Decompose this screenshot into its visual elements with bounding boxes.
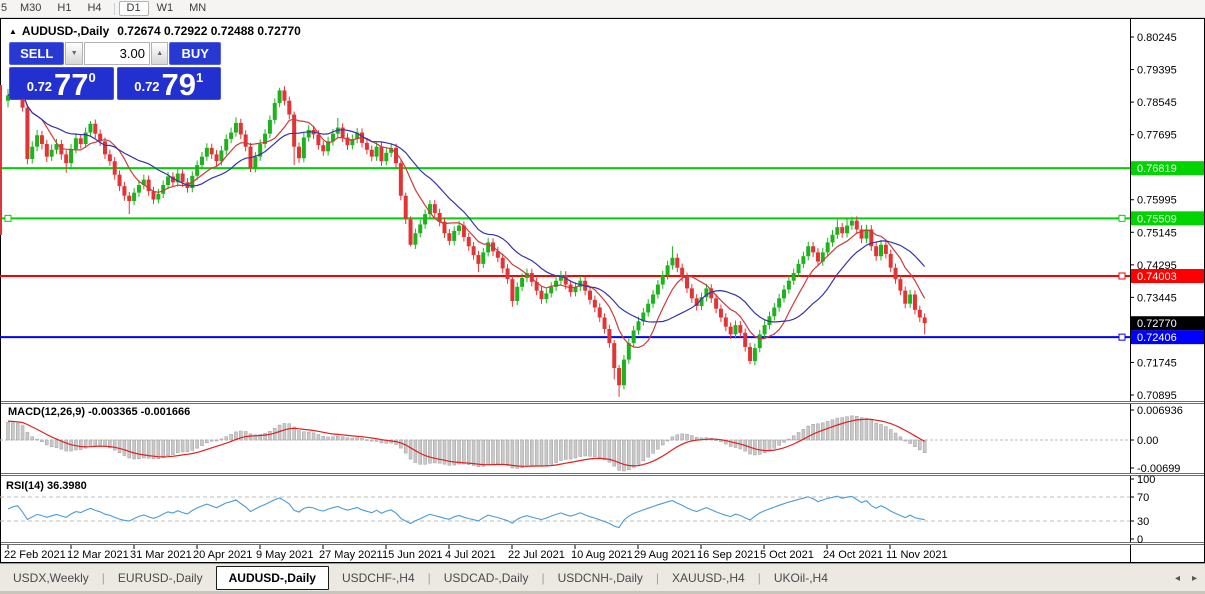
svg-text:30: 30 bbox=[1137, 516, 1149, 528]
svg-text:0.77695: 0.77695 bbox=[1137, 130, 1177, 142]
tab-separator: | bbox=[101, 570, 105, 585]
svg-text:0.75509: 0.75509 bbox=[1137, 213, 1177, 225]
tab-ukoil-h4[interactable]: UKOil-,H4 bbox=[773, 571, 828, 585]
chart-tab-bar: USDX,Weekly | EURUSD-,Daily AUDUSD-,Daily US… bbox=[0, 563, 1205, 592]
svg-text:29 Aug 2021: 29 Aug 2021 bbox=[634, 549, 696, 561]
timeframe-m30[interactable]: M30 bbox=[20, 2, 42, 14]
svg-text:0.72770: 0.72770 bbox=[1137, 318, 1177, 330]
svg-text:11 Nov 2021: 11 Nov 2021 bbox=[886, 549, 948, 561]
buy-price-prefix: 0.72 bbox=[134, 79, 160, 94]
svg-text:0.74003: 0.74003 bbox=[1137, 271, 1177, 283]
sell-price-pip: 0 bbox=[88, 70, 96, 85]
tab-separator: | bbox=[427, 570, 431, 585]
svg-text:4 Jul 2021: 4 Jul 2021 bbox=[445, 549, 496, 561]
ohlc-values: 0.72674 0.72922 0.72488 0.72770 bbox=[117, 24, 301, 38]
volume-decrease-button[interactable]: ▼ bbox=[65, 42, 83, 65]
ma-line bbox=[7, 87, 926, 323]
svg-text:9 May 2021: 9 May 2021 bbox=[256, 549, 313, 561]
sell-price-prefix: 0.72 bbox=[26, 79, 53, 94]
svg-text:0.006936: 0.006936 bbox=[1137, 405, 1183, 417]
svg-text:0.78545: 0.78545 bbox=[1137, 97, 1177, 109]
timeframe-mn[interactable]: MN bbox=[189, 2, 207, 14]
svg-text:0.73445: 0.73445 bbox=[1137, 292, 1177, 304]
svg-text:0.72406: 0.72406 bbox=[1137, 332, 1177, 344]
time-axis: 22 Feb 2021 12 Mar 2021 31 Mar 2021 20 Apr … bbox=[4, 545, 948, 561]
sell-price-big: 77 bbox=[54, 67, 89, 102]
svg-text:0.79395: 0.79395 bbox=[1137, 65, 1177, 77]
buy-price-big: 79 bbox=[161, 67, 197, 102]
svg-text:0.00: 0.00 bbox=[1137, 435, 1158, 447]
price-level-label: 0.72406 bbox=[1131, 330, 1204, 345]
price-level-label: 0.72770 bbox=[1131, 316, 1204, 331]
svg-text:12 Mar 2021: 12 Mar 2021 bbox=[67, 549, 129, 561]
svg-text:20 Apr 2021: 20 Apr 2021 bbox=[193, 549, 252, 561]
candles-layer bbox=[0, 79, 927, 397]
timeframe-d1[interactable]: D1 bbox=[118, 1, 149, 16]
svg-text:0.76819: 0.76819 bbox=[1137, 163, 1177, 175]
svg-text:0.74295: 0.74295 bbox=[1137, 260, 1177, 272]
symbol-period-label: AUDUSD-,Daily bbox=[21, 24, 110, 38]
timeframe-toolbar: 5 M30 H1 H4 D1 W1 MN bbox=[0, 0, 1205, 18]
svg-text:22 Jul 2021: 22 Jul 2021 bbox=[508, 549, 565, 561]
tab-usdcad-daily[interactable]: USDCAD-,Daily bbox=[443, 571, 529, 585]
price-level-label: 0.75509 bbox=[1131, 211, 1204, 226]
svg-text:0.75145: 0.75145 bbox=[1137, 227, 1177, 239]
svg-text:0.80245: 0.80245 bbox=[1137, 32, 1177, 44]
collapse-arrow-icon[interactable]: ▲ bbox=[9, 27, 17, 36]
sell-price-display[interactable]: 0.72 77 0 bbox=[9, 67, 114, 100]
volume-increase-button[interactable]: ▲ bbox=[150, 42, 169, 65]
buy-price-pip: 1 bbox=[196, 70, 204, 85]
svg-text:5 Oct 2021: 5 Oct 2021 bbox=[760, 549, 814, 561]
tab-usdchf-h4[interactable]: USDCHF-,H4 bbox=[341, 571, 415, 585]
timeframe-h4[interactable]: H4 bbox=[87, 2, 102, 14]
buy-price-display[interactable]: 0.72 79 1 bbox=[116, 67, 221, 102]
sell-button[interactable]: SELL bbox=[9, 42, 65, 65]
svg-text:22 Feb 2021: 22 Feb 2021 bbox=[4, 549, 66, 561]
svg-text:31 Mar 2021: 31 Mar 2021 bbox=[130, 549, 192, 561]
macd-indicator-label: MACD(12,26,9) -0.003365 -0.001666 bbox=[8, 406, 191, 418]
tab-scroll-left-icon[interactable]: ◂ bbox=[1174, 572, 1180, 584]
toolbar-separator bbox=[113, 2, 115, 15]
svg-text:0.75995: 0.75995 bbox=[1137, 195, 1177, 207]
tab-eurusd-daily[interactable]: EURUSD-,Daily bbox=[117, 571, 203, 585]
svg-text:0: 0 bbox=[1137, 534, 1143, 546]
timeframe-w1[interactable]: W1 bbox=[156, 2, 174, 14]
svg-text:70: 70 bbox=[1137, 492, 1149, 504]
svg-text:27 May 2021: 27 May 2021 bbox=[319, 549, 383, 561]
price-level-label: 0.74003 bbox=[1131, 269, 1204, 284]
tab-audusd-daily[interactable]: AUDUSD-,Daily bbox=[215, 566, 329, 590]
timeframe-h1[interactable]: H1 bbox=[57, 2, 72, 14]
svg-text:15 Jun 2021: 15 Jun 2021 bbox=[382, 549, 443, 561]
rsi-indicator-label: RSI(14) 36.3980 bbox=[6, 480, 87, 492]
volume-input[interactable] bbox=[83, 42, 150, 65]
timeframe-5[interactable]: 5 bbox=[1, 2, 8, 14]
tab-separator: | bbox=[655, 570, 660, 585]
svg-text:0.71745: 0.71745 bbox=[1137, 357, 1177, 369]
tab-separator: | bbox=[541, 570, 545, 585]
tab-scroll-right-icon[interactable]: ▸ bbox=[1191, 572, 1197, 584]
price-level-label: 0.76819 bbox=[1131, 161, 1204, 176]
rsi-pane: 100 70 30 0 bbox=[0, 474, 1155, 546]
tab-scroll-arrows: ◂ ▸ bbox=[1175, 573, 1197, 584]
svg-text:0.70895: 0.70895 bbox=[1137, 390, 1177, 402]
svg-text:100: 100 bbox=[1137, 474, 1155, 486]
macd-pane: 0.006936 0.00 -0.00699 bbox=[0, 405, 1183, 475]
tab-usdx-weekly[interactable]: USDX,Weekly bbox=[13, 571, 89, 585]
tab-xauusd-h4[interactable]: XAUUSD-,H4 bbox=[672, 571, 745, 585]
chart-header: ▲ AUDUSD-,Daily 0.72674 0.72922 0.72488 0.… bbox=[9, 24, 301, 38]
buy-button[interactable]: BUY bbox=[169, 42, 221, 65]
svg-text:24 Oct 2021: 24 Oct 2021 bbox=[823, 549, 883, 561]
tab-separator: | bbox=[757, 570, 761, 585]
price-axis: 0.80245 0.79395 0.78545 0.77695 0.75995 0.751… bbox=[1130, 32, 1177, 402]
one-click-trading-panel: SELL ▼ ▲ BUY 0.72 77 0 0.72 79 1 bbox=[9, 42, 221, 100]
svg-text:10 Aug 2021: 10 Aug 2021 bbox=[571, 549, 633, 561]
svg-text:16 Sep 2021: 16 Sep 2021 bbox=[697, 549, 759, 561]
tab-usdcnh-daily[interactable]: USDCNH-,Daily bbox=[557, 571, 643, 585]
bottom-strip bbox=[0, 591, 1205, 594]
svg-text:-0.00699: -0.00699 bbox=[1137, 463, 1180, 475]
ma-line bbox=[7, 87, 926, 349]
